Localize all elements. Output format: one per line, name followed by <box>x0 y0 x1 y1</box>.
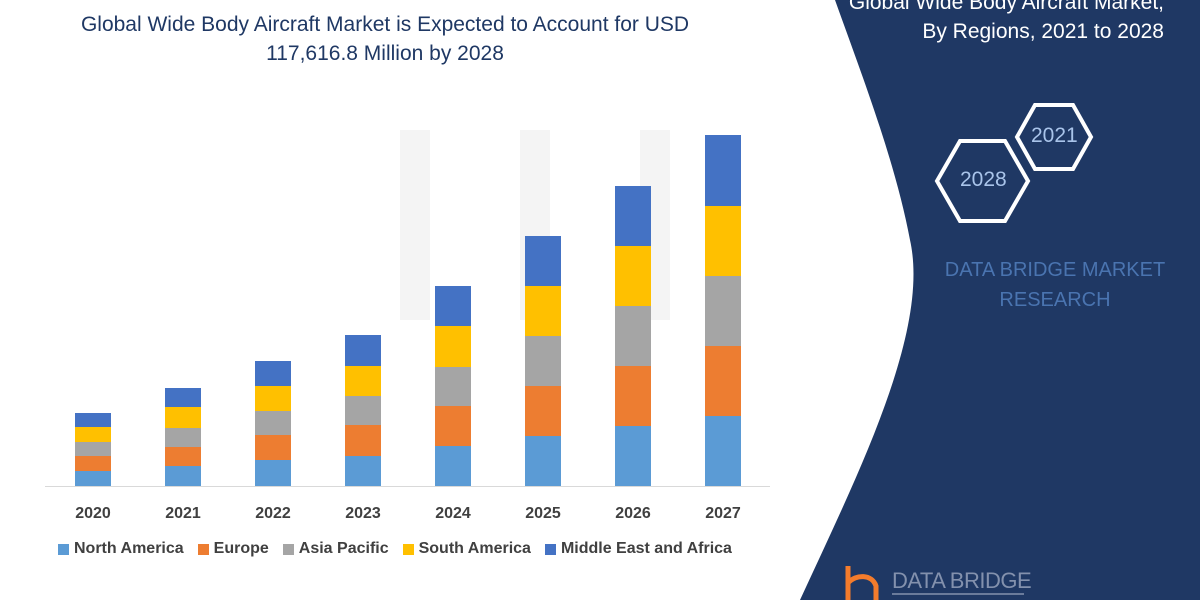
bar-segment-2027-asia-pacific <box>705 276 741 346</box>
bar-segment-2025-south-america <box>525 286 561 336</box>
legend: North America Europe Asia Pacific South … <box>58 540 732 558</box>
legend-swatch <box>402 543 414 555</box>
legend-label: South America <box>418 540 531 557</box>
bar-segment-2021-south-america <box>165 407 201 428</box>
brand-text: DATA BRIDGE MARKET RESEARCH <box>944 259 1166 311</box>
legend-swatch <box>544 543 556 555</box>
bar-segment-2026-asia-pacific <box>615 306 651 366</box>
bar-segment-2026-south-america <box>615 246 651 306</box>
chart-title: Global Wide Body Aircraft Market is Expe… <box>80 13 690 65</box>
hex-label-2021: 2021 <box>1031 124 1078 147</box>
bar-segment-2024-asia-pacific <box>435 367 471 406</box>
x-tick-label: 2025 <box>525 505 561 522</box>
x-tick-label: 2020 <box>75 505 111 522</box>
legend-swatch <box>282 543 294 555</box>
bar-segment-2020-asia-pacific <box>75 442 111 456</box>
bar-segment-2021-middle-east-and-africa <box>165 388 201 407</box>
bar-segment-2021-europe <box>165 447 201 466</box>
hexagon-2021 <box>1014 103 1094 171</box>
bar-segment-2024-north-america <box>435 446 471 486</box>
logo-text: DATA BRIDGE <box>892 568 1032 593</box>
legend-item-north-america: North America <box>58 540 184 558</box>
legend-label: North America <box>74 540 184 557</box>
hexagon-2028 <box>934 139 1031 223</box>
bar-segment-2025-north-america <box>525 436 561 486</box>
side-panel <box>800 0 1200 600</box>
legend-swatch <box>58 543 69 555</box>
legend-label: Asia Pacific <box>298 540 389 557</box>
bar-segment-2027-europe <box>705 346 741 416</box>
bar-segment-2022-south-america <box>255 386 291 411</box>
hex-label-2028: 2028 <box>960 168 1007 191</box>
bar-segment-2020-south-america <box>75 427 111 442</box>
legend-swatch <box>197 543 209 555</box>
bar-segment-2024-middle-east-and-africa <box>435 286 471 326</box>
legend-item-middle-east-africa: Middle East and Africa <box>544 540 732 558</box>
x-tick-label: 2026 <box>615 505 651 522</box>
bar-segment-2027-middle-east-and-africa <box>705 135 741 206</box>
bar-segment-2021-north-america <box>165 466 201 486</box>
bar-segment-2020-europe <box>75 456 111 471</box>
bar-segment-2021-asia-pacific <box>165 428 201 447</box>
bar-segment-2020-middle-east-and-africa <box>75 413 111 427</box>
side-panel-title: Global Wide Body Aircraft Market, By Reg… <box>848 0 1164 43</box>
x-tick-label: 2027 <box>705 505 741 522</box>
bar-segment-2026-europe <box>615 366 651 426</box>
bar-segment-2020-north-america <box>75 471 111 486</box>
bar-segment-2023-europe <box>345 425 381 456</box>
bar-segment-2025-asia-pacific <box>525 336 561 386</box>
chart-area: 2020 2021 2022 2023 2024 2025 2026 2027 <box>45 135 770 522</box>
x-tick-label: 2023 <box>345 505 381 522</box>
bar-segment-2027-south-america <box>705 206 741 276</box>
x-tick-label: 2022 <box>255 505 291 522</box>
bar-segment-2025-middle-east-and-africa <box>525 236 561 286</box>
bar-segment-2024-europe <box>435 406 471 446</box>
bar-segment-2022-middle-east-and-africa <box>255 361 291 386</box>
bar-segment-2027-north-america <box>705 416 741 486</box>
x-tick-label: 2024 <box>435 505 471 522</box>
x-tick-label: 2021 <box>165 505 201 522</box>
bar-segment-2022-asia-pacific <box>255 411 291 435</box>
bar-segment-2022-europe <box>255 435 291 460</box>
bar-segment-2023-south-america <box>345 366 381 396</box>
legend-item-south-america: South America <box>402 540 531 558</box>
bar-segment-2022-north-america <box>255 460 291 486</box>
bar-segment-2026-north-america <box>615 426 651 486</box>
bar-segment-2024-south-america <box>435 326 471 367</box>
bar-segment-2026-middle-east-and-africa <box>615 186 651 246</box>
legend-item-europe: Europe <box>197 540 269 558</box>
legend-item-asia-pacific: Asia Pacific <box>282 540 389 558</box>
bar-segment-2023-asia-pacific <box>345 396 381 425</box>
bar-segment-2025-europe <box>525 386 561 436</box>
logo-icon <box>845 566 1024 600</box>
bar-segment-2023-middle-east-and-africa <box>345 335 381 366</box>
legend-label: Middle East and Africa <box>560 540 732 557</box>
legend-label: Europe <box>213 540 269 557</box>
bar-segment-2023-north-america <box>345 456 381 486</box>
